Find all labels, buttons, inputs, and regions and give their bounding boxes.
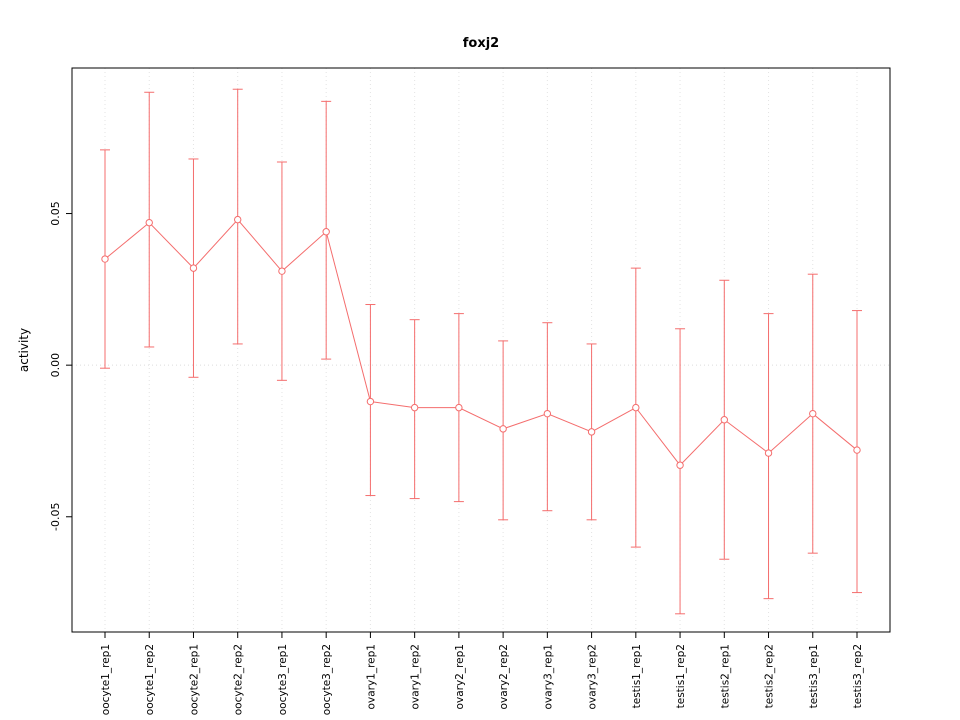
x-tick-label: testis2_rep2 [764, 644, 776, 708]
y-tick-label: -0.05 [49, 503, 62, 531]
x-tick-label: oocyte3_rep2 [321, 644, 333, 715]
x-tick-label: ovary1_rep2 [410, 644, 422, 709]
data-point [366, 397, 375, 406]
chart-title: foxj2 [463, 36, 499, 51]
x-tick-label: testis1_rep2 [675, 644, 687, 708]
data-point [189, 264, 198, 272]
x-tick-label: ovary3_rep2 [587, 644, 599, 709]
data-point [322, 228, 330, 236]
data-point [543, 409, 552, 418]
data-point [676, 461, 684, 469]
x-tick-label: testis3_rep2 [852, 644, 864, 708]
data-point [234, 215, 242, 224]
y-axis-label: activity [17, 328, 31, 372]
x-tick-label: oocyte1_rep2 [144, 644, 156, 715]
data-point [809, 409, 817, 418]
data-point [455, 403, 463, 412]
x-tick-label: ovary2_rep1 [454, 644, 466, 709]
x-tick-label: ovary2_rep2 [498, 644, 510, 709]
plot-area: 0.05 0.00 -0.05 oocyte1_rep1 oocyte1_rep2 ooc… [49, 67, 891, 715]
y-tick-label: 0.05 [49, 201, 62, 226]
data-point [101, 255, 109, 263]
x-tick-label: oocyte2_rep1 [188, 644, 200, 715]
x-tick-label: oocyte1_rep1 [100, 644, 112, 715]
x-tick-label: testis2_rep1 [719, 644, 731, 708]
y-tick-label: 0.00 [49, 353, 62, 378]
data-point [145, 218, 153, 227]
data-point [499, 425, 507, 433]
x-tick-label: testis1_rep1 [631, 644, 643, 708]
x-tick-label: oocyte3_rep1 [277, 644, 289, 715]
plot-frame [71, 67, 891, 633]
data-point [853, 446, 861, 454]
data-point [587, 428, 596, 436]
x-tick-label: ovary1_rep1 [365, 644, 377, 709]
x-tick-label: ovary3_rep1 [542, 644, 554, 709]
x-tick-label: testis3_rep1 [808, 644, 820, 708]
data-point [410, 403, 419, 412]
data-point [278, 267, 286, 275]
data-point [632, 403, 640, 412]
series-line [104, 218, 858, 466]
data-point [764, 449, 773, 457]
data-point [720, 416, 728, 424]
x-tick-label: oocyte2_rep2 [233, 644, 245, 715]
